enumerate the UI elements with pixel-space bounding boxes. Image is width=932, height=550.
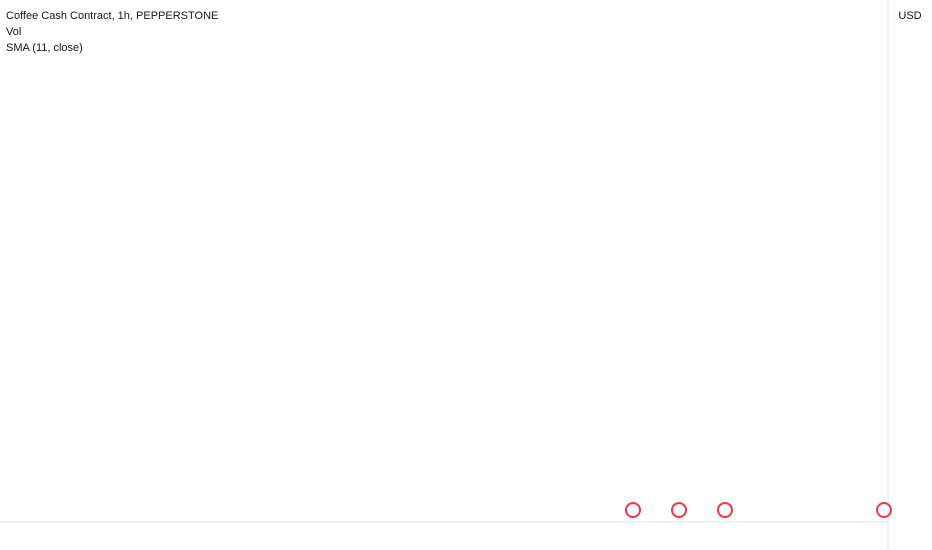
event-icons [625,502,892,518]
indicator-label: SMA (11, close) [6,42,83,54]
event-icon[interactable] [717,502,733,518]
event-icon[interactable] [876,502,892,518]
legend: Coffee Cash Contract, 1h, PEPPERSTONE Vo… [6,10,218,54]
event-icon[interactable] [671,502,687,518]
chart-title: Coffee Cash Contract, 1h, PEPPERSTONE [6,10,218,22]
currency-label[interactable]: USD [898,10,921,22]
indicator-label: Vol [6,26,21,38]
event-icon[interactable] [625,502,641,518]
